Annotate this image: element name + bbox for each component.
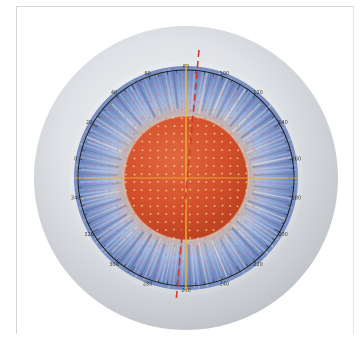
eye-svg: 8010012014016018020022024026028030032034… (16, 6, 354, 334)
eye-figure: 8010012014016018020022024026028030032034… (16, 6, 354, 334)
